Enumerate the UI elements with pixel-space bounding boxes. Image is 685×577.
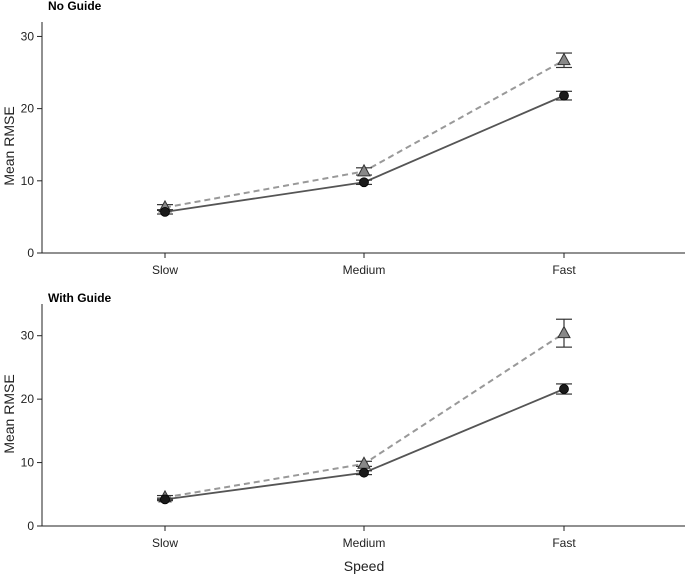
x-tick-label: Slow <box>152 536 178 550</box>
panel-title: No Guide <box>48 0 102 13</box>
x-axis-label: Speed <box>344 558 384 574</box>
data-point-circle <box>559 384 569 394</box>
series-line-circle <box>164 388 565 501</box>
y-axis-label: Mean RMSE <box>1 106 17 185</box>
x-tick-label: Fast <box>552 536 576 550</box>
y-tick-label: 20 <box>21 102 35 116</box>
y-tick-label: 10 <box>21 174 35 188</box>
y-axis-label: Mean RMSE <box>1 374 17 453</box>
x-tick-label: Medium <box>343 536 386 550</box>
data-point-circle <box>559 90 569 101</box>
data-point-triangle <box>357 456 371 469</box>
data-point-circle <box>160 494 170 505</box>
y-tick-label: 10 <box>21 456 35 470</box>
x-tick-label: Medium <box>343 263 386 277</box>
series-line-circle <box>164 94 565 213</box>
panel-title: With Guide <box>48 291 112 305</box>
y-tick-label: 30 <box>21 329 35 343</box>
y-tick-label: 20 <box>21 392 35 406</box>
y-tick-label: 30 <box>21 29 35 43</box>
x-tick-label: Slow <box>152 263 178 277</box>
panel-with-guide: With Guide Mean RMSE 0 10 20 30 Slow Medium Fa… <box>1 291 685 550</box>
data-point-circle <box>160 206 170 217</box>
data-point-triangle <box>357 163 371 177</box>
data-point-circle <box>359 467 369 478</box>
y-tick-label: 0 <box>27 519 34 533</box>
panel-no-guide: No Guide Mean RMSE 0 10 20 30 Slow Medium Fast <box>1 0 685 277</box>
y-tick-label: 0 <box>27 246 34 260</box>
data-point-triangle <box>557 325 571 339</box>
data-point-triangle <box>557 52 571 66</box>
x-tick-label: Fast <box>552 263 576 277</box>
data-point-circle <box>359 177 369 188</box>
